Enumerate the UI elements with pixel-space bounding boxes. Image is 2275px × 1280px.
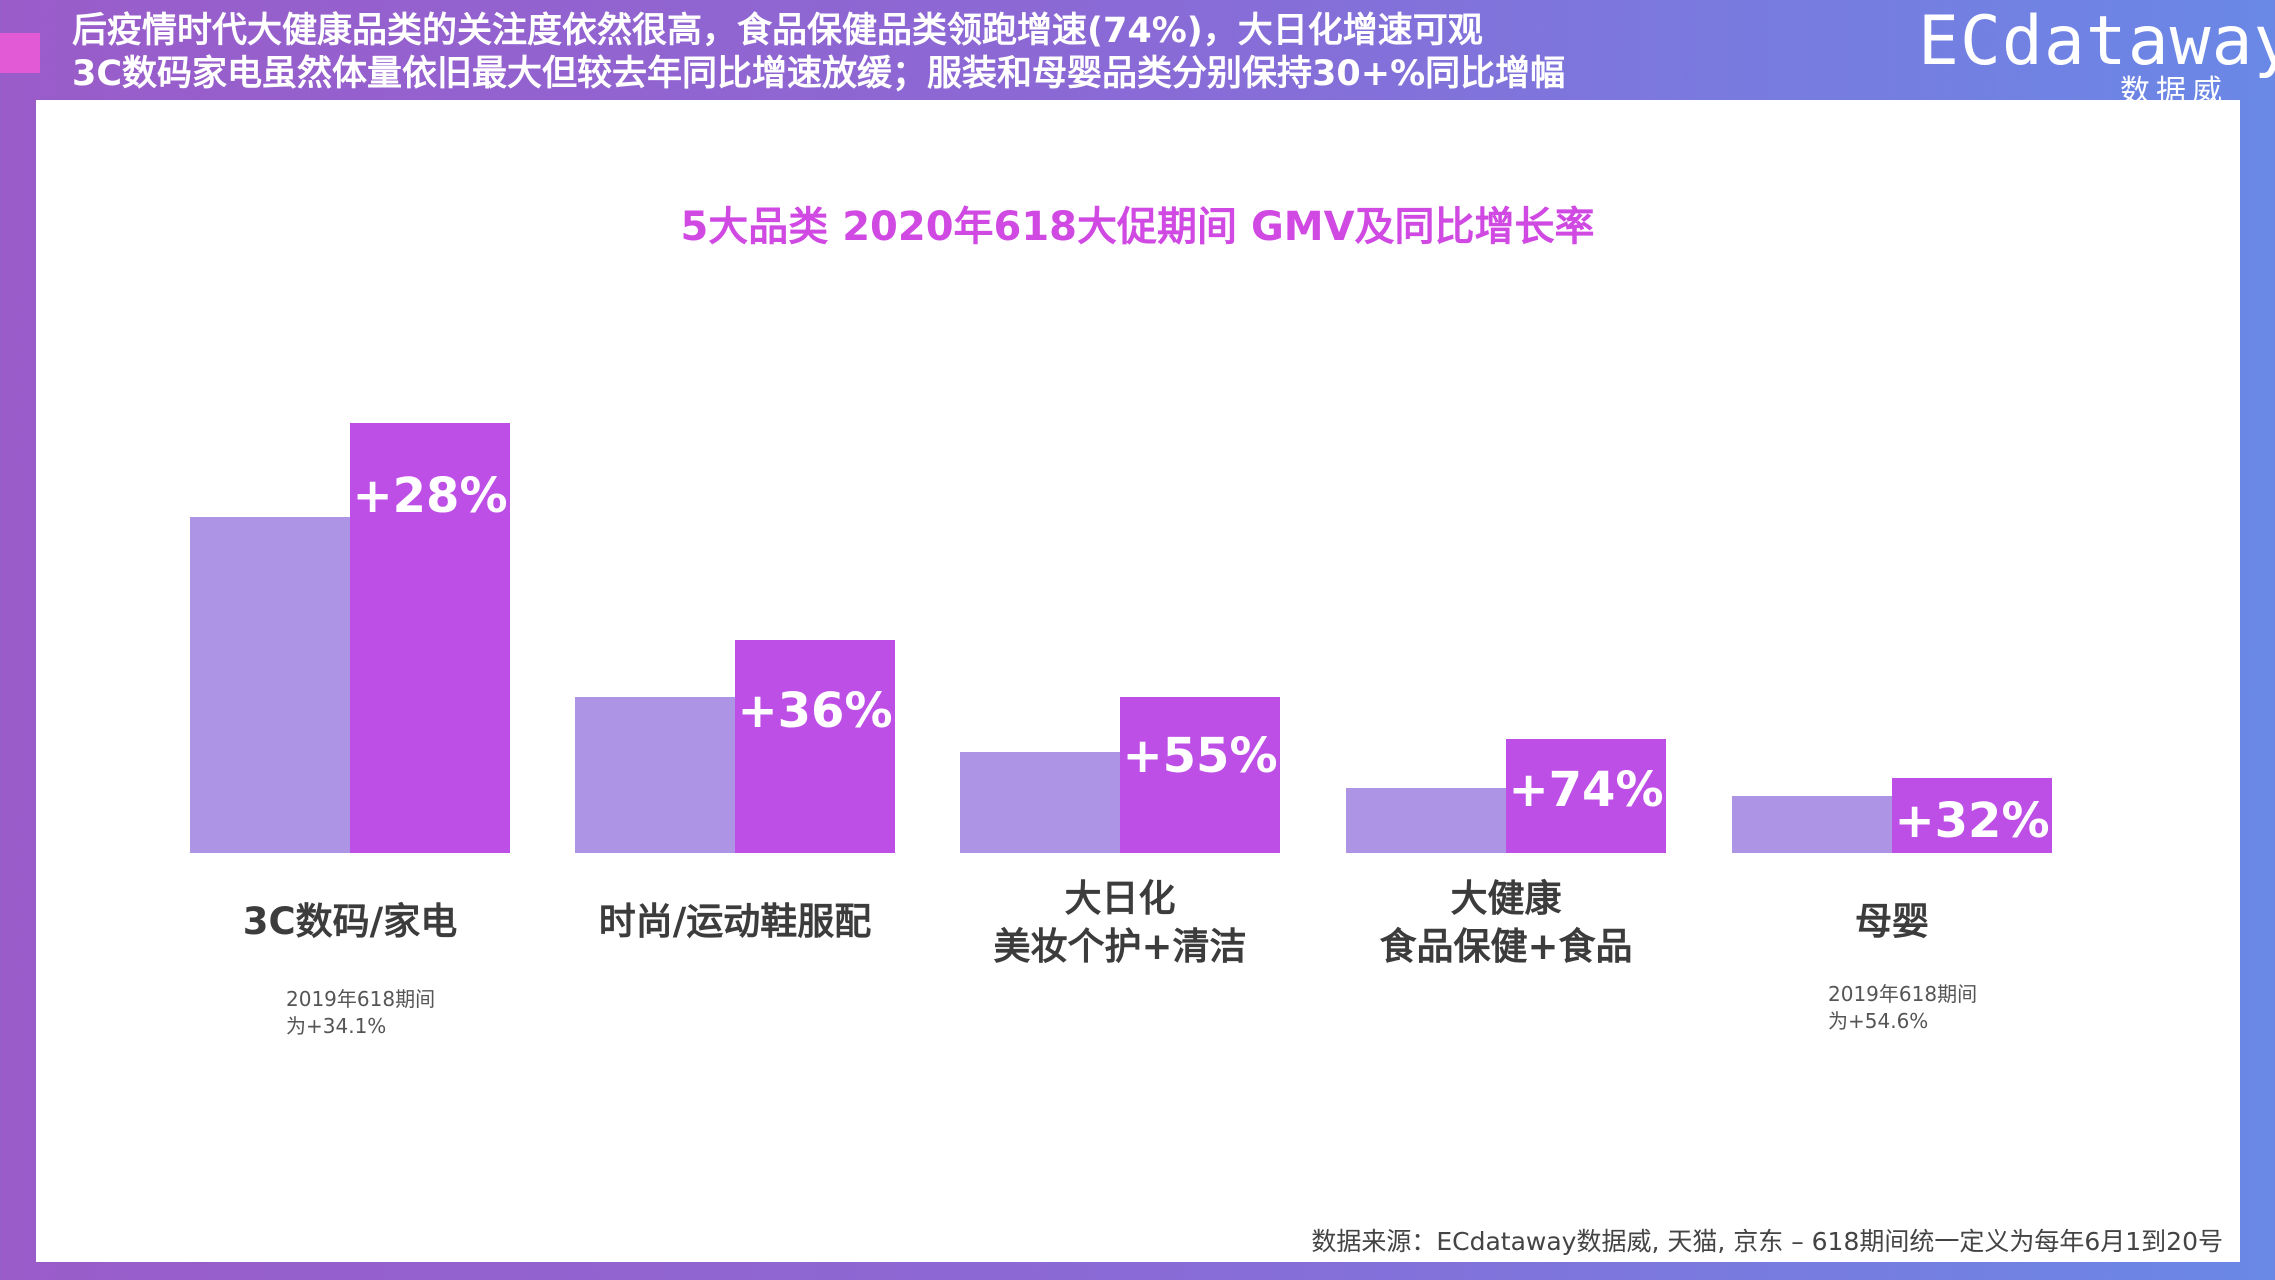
growth-label-1: +28%	[352, 467, 508, 524]
bar-2019-3	[960, 752, 1120, 853]
bar-2020-3	[1120, 696, 1280, 853]
headline-line-2: 3C数码家电虽然体量依旧最大但较去年同比增速放缓；服装和母婴品类分别保持30+%…	[72, 54, 1566, 94]
growth-label-4: +74%	[1508, 762, 1664, 819]
bar-2019-4	[1346, 787, 1506, 853]
category-label-1: 3C数码/家电	[242, 900, 458, 943]
category-label-5: 母婴	[1855, 900, 1929, 943]
category-label-3: 大日化 美妆个护+清洁	[993, 877, 1247, 968]
bar-2020-2	[735, 640, 895, 853]
note-2: 2019年618期间 为+54.6%	[1828, 982, 1978, 1033]
data-source: 数据来源：ECdataway数据威, 天猫, 京东 – 618期间统一定义为每年…	[1311, 1227, 2223, 1256]
logo-wordmark: ECdataway	[1918, 2, 2275, 81]
ecdataway-logo: ECdataway 数据威	[1918, 2, 2275, 109]
chart-title: 5大品类 2020年618大促期间 GMV及同比增长率	[680, 204, 1595, 250]
bar-2019-2	[575, 696, 735, 853]
bar-2020-4	[1506, 739, 1666, 853]
growth-label-3: +55%	[1122, 728, 1278, 785]
bar-2019-5	[1732, 796, 1892, 853]
category-label-4: 大健康 食品保健+食品	[1379, 877, 1633, 968]
growth-label-5: +32%	[1894, 792, 2050, 849]
accent-square	[0, 33, 40, 73]
bar-2020-5	[1892, 777, 2052, 853]
headline: 后疫情时代大健康品类的关注度依然很高，食品保健品类领跑增速(74%)，大日化增速…	[72, 10, 1565, 96]
category-label-2: 时尚/运动鞋服配	[598, 900, 872, 943]
headline-line-1: 后疫情时代大健康品类的关注度依然很高，食品保健品类领跑增速(74%)，大日化增速…	[72, 11, 1483, 51]
growth-label-2: +36%	[737, 682, 893, 739]
note-1: 2019年618期间 为+34.1%	[286, 987, 436, 1038]
bar-2019-1	[190, 516, 350, 853]
bar-2020-1	[350, 422, 510, 853]
